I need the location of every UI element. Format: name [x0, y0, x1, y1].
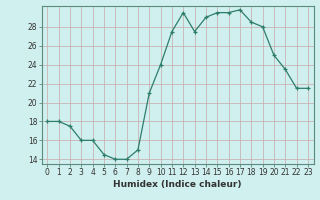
- X-axis label: Humidex (Indice chaleur): Humidex (Indice chaleur): [113, 180, 242, 189]
